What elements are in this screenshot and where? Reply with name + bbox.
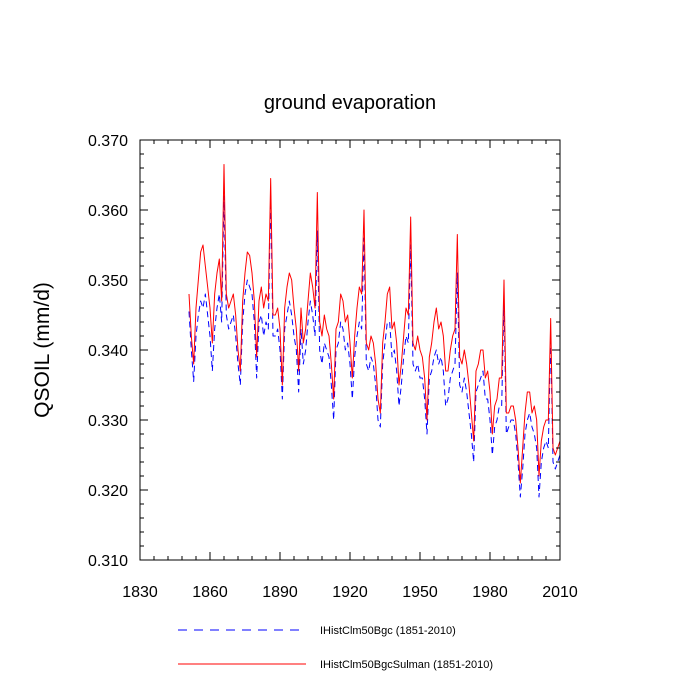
series-layer xyxy=(188,164,561,498)
x-tick-label: 1830 xyxy=(122,584,158,601)
y-tick-label: 0.370 xyxy=(88,133,128,150)
x-tick-label: 1980 xyxy=(472,584,508,601)
series-line-bgc-sulman xyxy=(188,164,561,484)
y-tick-label: 0.310 xyxy=(88,553,128,570)
y-tick-label: 0.350 xyxy=(88,273,128,290)
y-tick-label: 0.330 xyxy=(88,413,128,430)
x-tick-label: 1920 xyxy=(332,584,368,601)
y-axis-label: QSOIL (mm/d) xyxy=(31,282,54,418)
legend-label-bgc-sulman: IHistClm50BgcSulman (1851-2010) xyxy=(320,659,493,671)
y-tick-label: 0.340 xyxy=(88,343,128,360)
legend-label-bgc: IHistClm50Bgc (1851-2010) xyxy=(320,625,456,637)
series-line-bgc xyxy=(188,195,561,498)
axes-layer: 1830 1860 1890 1920 1950 1980 2010 0.310 0.320 0.… xyxy=(88,133,578,601)
x-tick-label: 1890 xyxy=(262,584,298,601)
chart-title: ground evaporation xyxy=(264,92,436,114)
y-tick-label: 0.320 xyxy=(88,483,128,500)
y-tick-label: 0.360 xyxy=(88,203,128,220)
x-tick-label: 2010 xyxy=(542,584,578,601)
legend: IHistClm50Bgc (1851-2010) IHistClm50BgcS… xyxy=(178,625,493,671)
x-tick-label: 1860 xyxy=(192,584,228,601)
x-tick-label: 1950 xyxy=(402,584,438,601)
